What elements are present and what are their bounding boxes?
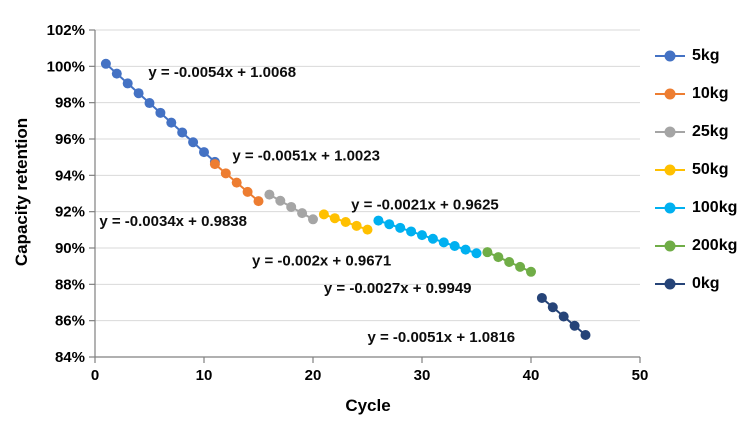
data-point-100kg [395,222,406,233]
data-point-25kg [264,189,275,200]
fit-equation: y = -0.0051x + 1.0816 [368,329,516,346]
legend-marker-icon [655,240,685,252]
data-point-5kg [111,68,122,79]
data-point-100kg [384,219,395,230]
legend-label: 50kg [692,161,729,178]
data-point-50kg [340,217,351,228]
legend-item-50kg: 50kg [655,160,737,180]
data-point-5kg [188,137,199,148]
data-point-10kg [231,177,242,188]
data-point-100kg [460,244,471,255]
y-tick-label: 102% [47,22,85,39]
data-point-200kg [504,256,515,267]
x-tick-label: 40 [523,367,540,384]
fit-equation: y = -0.0054x + 1.0068 [148,64,296,81]
data-point-0kg [569,320,580,331]
data-point-10kg [253,196,264,207]
data-point-100kg [449,241,460,252]
data-point-5kg [155,107,166,118]
data-point-0kg [558,311,569,322]
data-point-5kg [166,117,177,128]
legend-item-200kg: 200kg [655,236,737,256]
y-tick-label: 90% [55,240,85,257]
data-point-5kg [144,98,155,109]
legend-marker-icon [655,50,685,62]
data-point-0kg [536,292,547,303]
data-point-200kg [493,252,504,263]
data-point-100kg [373,215,384,226]
legend-marker-icon [655,202,685,214]
legend-label: 10kg [692,85,729,102]
data-point-5kg [199,147,209,158]
legend-marker-icon [655,164,685,176]
data-point-200kg [482,247,493,258]
data-point-50kg [318,209,329,220]
y-axis-title: Capacity retention [12,117,31,267]
legend-marker-icon [655,88,685,100]
data-point-100kg [427,233,438,244]
fit-equation: y = -0.002x + 0.9671 [252,253,391,270]
legend-label: 100kg [692,199,738,216]
legend-marker-icon [655,278,685,290]
y-tick-label: 94% [55,167,85,184]
y-tick-label: 84% [55,349,85,366]
fit-equation: y = -0.0027x + 0.9949 [324,280,472,297]
data-point-0kg [580,330,591,341]
legend-label: 5kg [692,47,720,64]
data-point-50kg [329,213,340,224]
legend-label: 200kg [692,237,738,254]
data-point-200kg [515,261,526,272]
legend-item-5kg: 5kg [655,46,737,66]
data-point-100kg [438,237,449,248]
legend-item-0kg: 0kg [655,274,737,294]
data-point-25kg [297,208,308,219]
y-tick-label: 88% [55,276,85,293]
y-tick-label: 98% [55,95,85,112]
fit-equation: y = -0.0034x + 0.9838 [99,213,247,230]
x-tick-label: 20 [305,367,322,384]
data-point-50kg [362,224,373,235]
data-point-25kg [308,214,318,225]
y-tick-label: 92% [55,204,85,221]
data-point-100kg [471,248,482,259]
legend-label: 0kg [692,275,720,292]
data-point-50kg [351,220,362,231]
data-point-10kg [220,168,231,179]
data-point-10kg [242,186,253,197]
x-tick-label: 0 [91,367,99,384]
data-point-0kg [547,302,558,313]
legend-item-25kg: 25kg [655,122,737,142]
data-point-5kg [122,78,133,89]
fit-equation: y = -0.0021x + 0.9625 [351,196,499,213]
data-point-100kg [417,230,427,241]
y-tick-label: 96% [55,131,85,148]
legend: 5kg 10kg 25kg 50kg 100kg 200kg 0kg [655,46,737,294]
data-point-100kg [406,226,417,237]
data-point-5kg [177,127,188,138]
y-tick-label: 86% [55,313,85,330]
legend-item-100kg: 100kg [655,198,737,218]
y-tick-label: 100% [47,58,85,75]
x-tick-label: 10 [196,367,213,384]
legend-item-10kg: 10kg [655,84,737,104]
data-point-25kg [275,195,286,206]
data-point-200kg [526,266,536,277]
data-point-5kg [100,58,111,69]
data-point-5kg [133,88,144,99]
legend-marker-icon [655,126,685,138]
data-point-25kg [286,201,297,212]
data-point-10kg [209,159,220,170]
x-tick-label: 30 [414,367,431,384]
x-tick-label: 50 [632,367,649,384]
legend-label: 25kg [692,123,729,140]
fit-equation: y = -0.0051x + 1.0023 [232,147,380,164]
x-axis-title: Cycle [345,396,391,415]
series-line-100kg [378,219,477,255]
